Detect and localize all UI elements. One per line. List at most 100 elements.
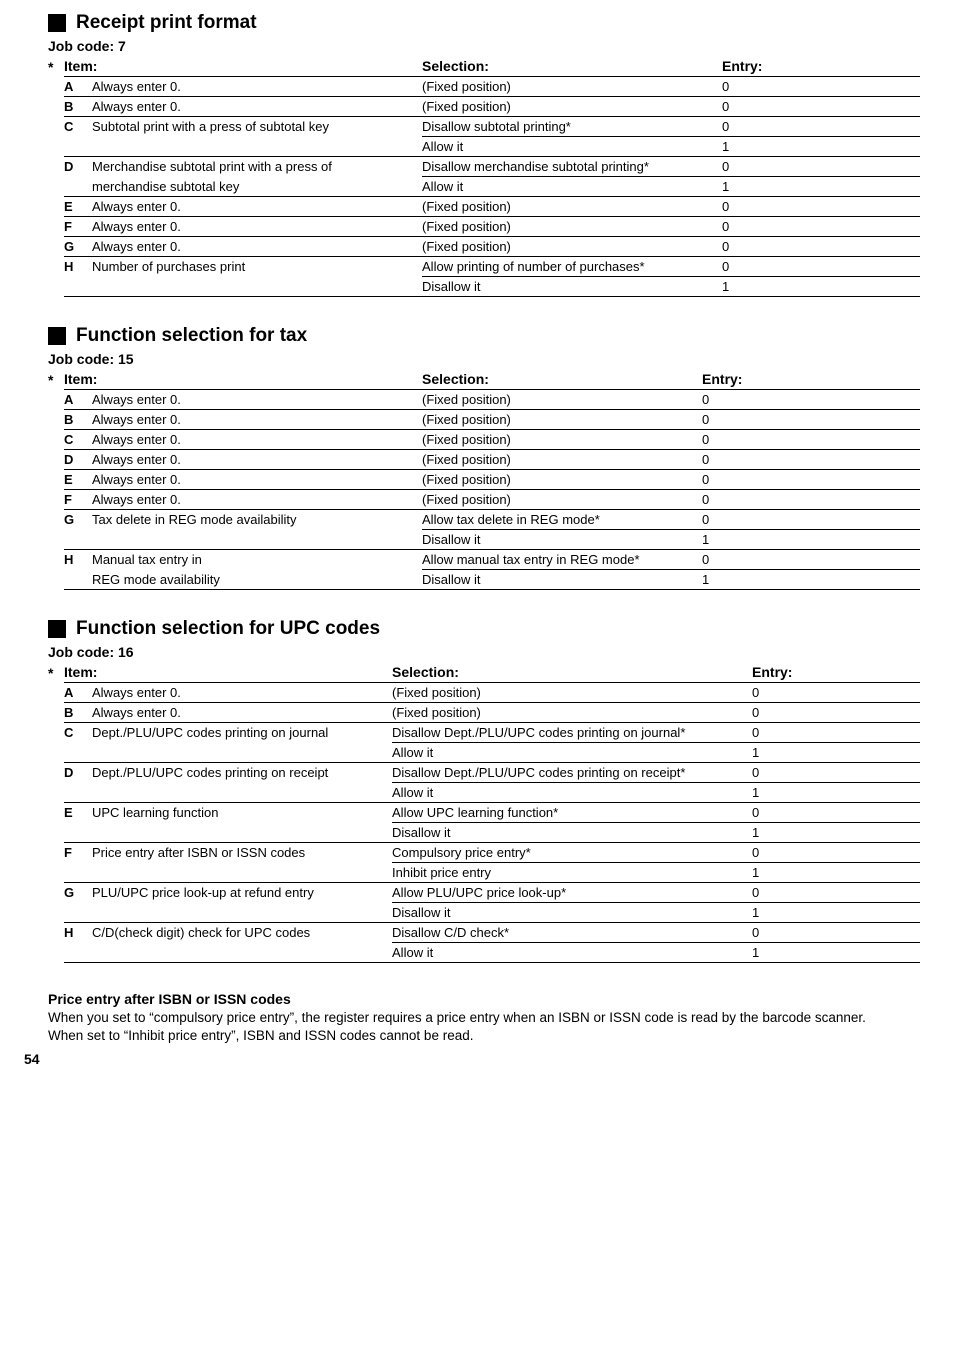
row-letter: E	[64, 197, 92, 217]
row-letter: C	[64, 117, 92, 137]
row-letter: C	[64, 723, 92, 743]
row-item	[92, 863, 392, 883]
row-selection: (Fixed position)	[422, 217, 722, 237]
row-entry: 0	[752, 923, 920, 943]
table-row: Allow it1	[48, 783, 920, 803]
row-letter: G	[64, 237, 92, 257]
row-letter: B	[64, 97, 92, 117]
star-cell	[48, 197, 64, 217]
row-entry: 0	[702, 550, 920, 570]
row-item: Always enter 0.	[92, 683, 392, 703]
star-cell	[48, 137, 64, 157]
row-item: Always enter 0.	[92, 217, 422, 237]
row-letter: D	[64, 157, 92, 177]
row-entry: 0	[752, 683, 920, 703]
star-cell	[48, 490, 64, 510]
section-heading-row: Function selection for tax	[48, 325, 920, 347]
star-cell	[48, 903, 64, 923]
row-entry: 0	[722, 117, 920, 137]
row-letter: D	[64, 450, 92, 470]
row-entry: 0	[722, 217, 920, 237]
row-letter: F	[64, 217, 92, 237]
star-cell	[48, 783, 64, 803]
row-selection: Inhibit price entry	[392, 863, 752, 883]
star-cell	[48, 97, 64, 117]
star-cell	[48, 430, 64, 450]
page-number: 54	[24, 1051, 920, 1067]
star-cell	[48, 410, 64, 430]
row-selection: (Fixed position)	[422, 490, 702, 510]
star-cell	[48, 763, 64, 783]
row-item	[92, 277, 422, 297]
table-row: AAlways enter 0.(Fixed position)0	[48, 683, 920, 703]
row-item: Always enter 0.	[92, 703, 392, 723]
section-heading-row: Function selection for UPC codes	[48, 618, 920, 640]
note-body: When you set to “compulsory price entry”…	[48, 1009, 920, 1045]
row-letter	[64, 863, 92, 883]
star-cell	[48, 157, 64, 177]
table-header-row: *Item:Selection:Entry:	[48, 662, 920, 683]
row-selection: Disallow Dept./PLU/UPC codes printing on…	[392, 763, 752, 783]
star-cell	[48, 450, 64, 470]
row-selection: Allow tax delete in REG mode*	[422, 510, 702, 530]
row-item: Always enter 0.	[92, 470, 422, 490]
row-item	[92, 823, 392, 843]
table-row: BAlways enter 0.(Fixed position)0	[48, 410, 920, 430]
row-entry: 0	[752, 883, 920, 903]
row-selection: Disallow Dept./PLU/UPC codes printing on…	[392, 723, 752, 743]
table-row: CSubtotal print with a press of subtotal…	[48, 117, 920, 137]
row-letter	[64, 530, 92, 550]
row-selection: (Fixed position)	[422, 237, 722, 257]
row-entry: 0	[752, 843, 920, 863]
row-selection: Allow UPC learning function*	[392, 803, 752, 823]
table-row: HNumber of purchases printAllow printing…	[48, 257, 920, 277]
star-cell	[48, 703, 64, 723]
row-entry: 1	[752, 863, 920, 883]
table-row: DAlways enter 0.(Fixed position)0	[48, 450, 920, 470]
star-header: *	[48, 369, 64, 390]
star-cell	[48, 883, 64, 903]
row-entry: 0	[702, 450, 920, 470]
entry-header: Entry:	[752, 662, 920, 683]
table-row: FAlways enter 0.(Fixed position)0	[48, 217, 920, 237]
table-row: Disallow it1	[48, 530, 920, 550]
star-cell	[48, 277, 64, 297]
table-row: FAlways enter 0.(Fixed position)0	[48, 490, 920, 510]
star-cell	[48, 683, 64, 703]
star-cell	[48, 843, 64, 863]
row-selection: Disallow subtotal printing*	[422, 117, 722, 137]
section-heading: Function selection for UPC codes	[76, 618, 380, 640]
section-s7: Receipt print formatJob code: 7*Item:Sel…	[48, 12, 920, 297]
table-row: merchandise subtotal keyAllow it1	[48, 177, 920, 197]
row-letter: G	[64, 883, 92, 903]
row-selection: Allow manual tax entry in REG mode*	[422, 550, 702, 570]
item-header: Item:	[64, 369, 422, 390]
star-cell	[48, 723, 64, 743]
row-item	[92, 530, 422, 550]
table-row: REG mode availabilityDisallow it1	[48, 570, 920, 590]
row-item: Always enter 0.	[92, 410, 422, 430]
settings-table: *Item:Selection:Entry:AAlways enter 0.(F…	[48, 662, 920, 963]
settings-table: *Item:Selection:Entry:AAlways enter 0.(F…	[48, 56, 920, 297]
table-row: DDept./PLU/UPC codes printing on receipt…	[48, 763, 920, 783]
row-selection: Disallow it	[422, 570, 702, 590]
row-item: Always enter 0.	[92, 430, 422, 450]
row-item: Dept./PLU/UPC codes printing on receipt	[92, 763, 392, 783]
row-entry: 0	[722, 237, 920, 257]
row-selection: Compulsory price entry*	[392, 843, 752, 863]
row-entry: 0	[722, 97, 920, 117]
row-letter: H	[64, 923, 92, 943]
row-letter: E	[64, 470, 92, 490]
note-heading: Price entry after ISBN or ISSN codes	[48, 991, 920, 1007]
row-selection: (Fixed position)	[422, 450, 702, 470]
row-selection: Allow it	[422, 177, 722, 197]
row-entry: 1	[752, 943, 920, 963]
row-letter	[64, 137, 92, 157]
row-selection: (Fixed position)	[392, 703, 752, 723]
row-entry: 0	[722, 157, 920, 177]
row-entry: 1	[702, 530, 920, 550]
row-letter: E	[64, 803, 92, 823]
row-selection: (Fixed position)	[422, 410, 702, 430]
row-selection: Disallow merchandise subtotal printing*	[422, 157, 722, 177]
star-cell	[48, 823, 64, 843]
